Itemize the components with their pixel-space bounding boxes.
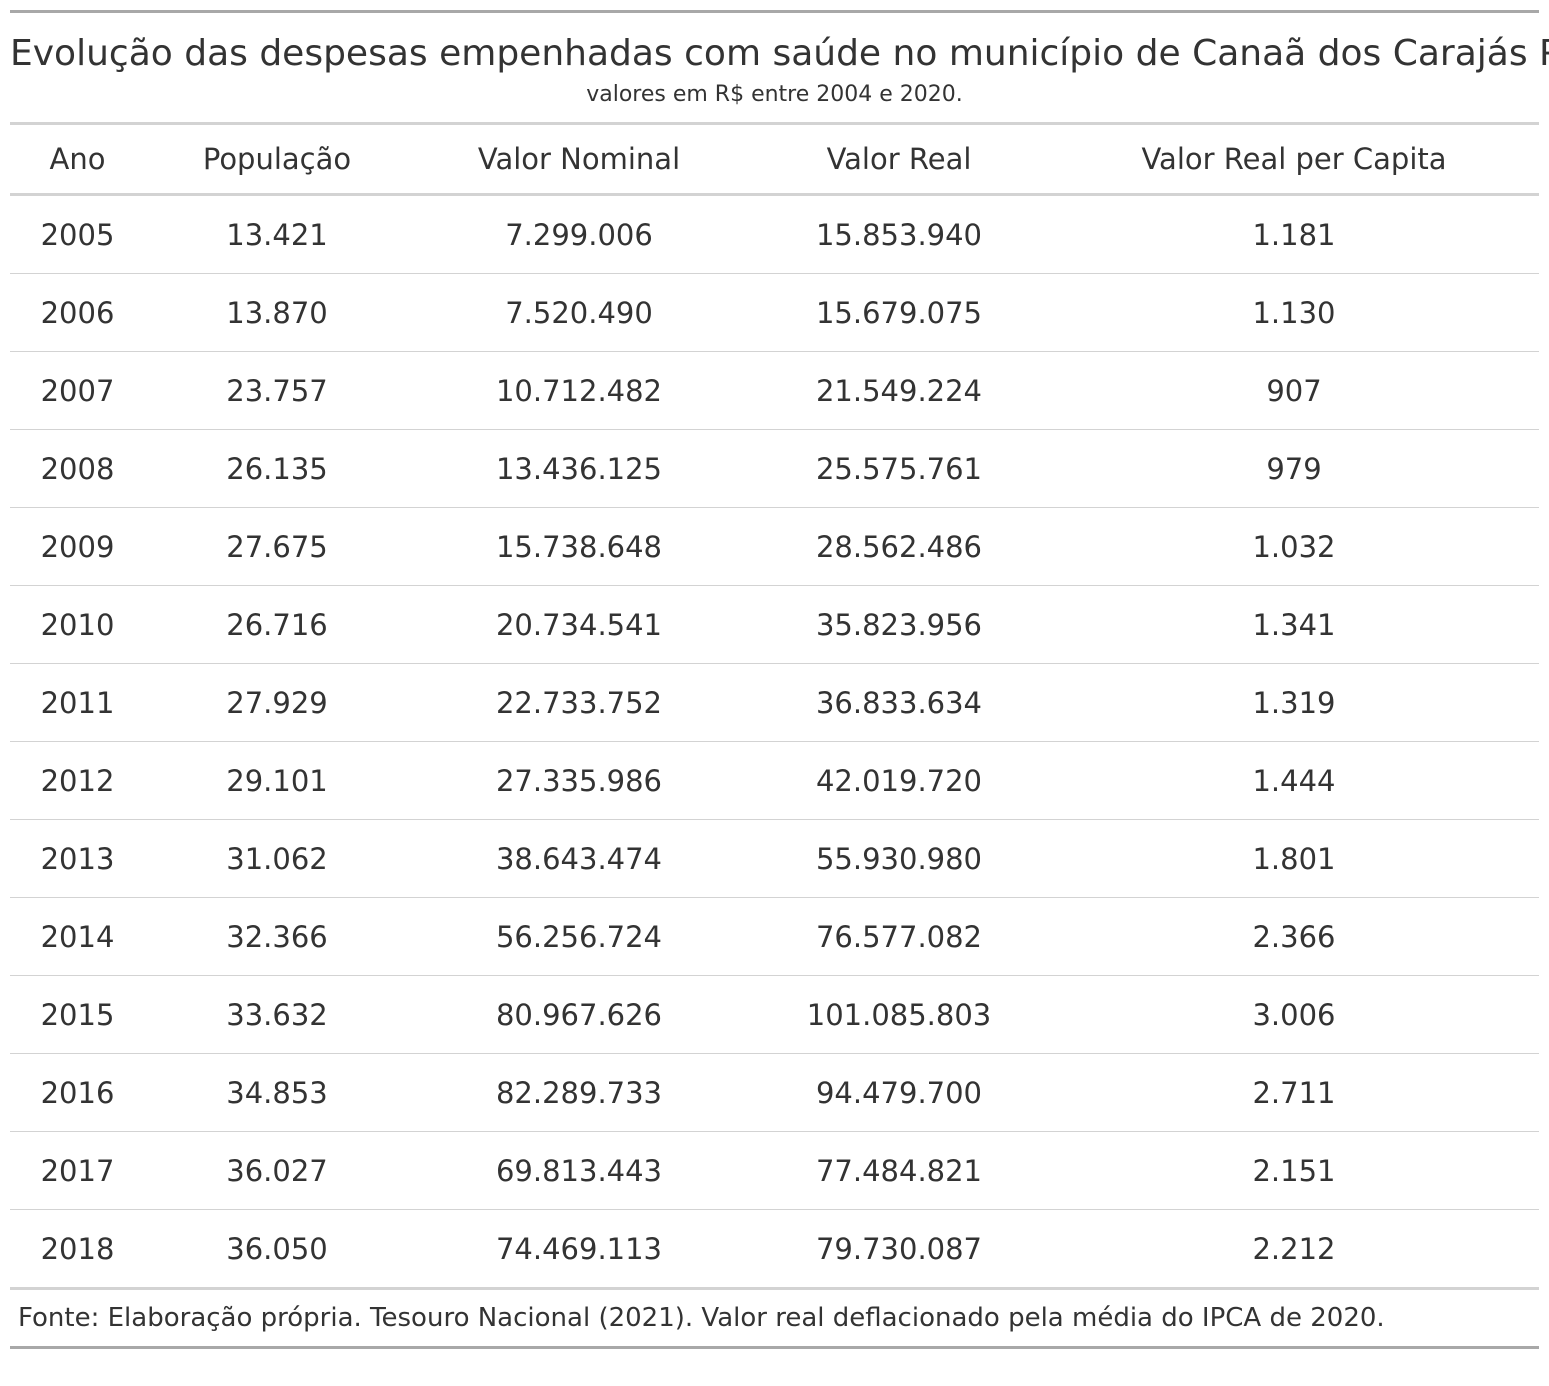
cell-populacao: 34.853 [145, 1053, 409, 1132]
cell-populacao: 36.027 [145, 1131, 409, 1210]
cell-valor-nominal: 7.520.490 [409, 273, 749, 352]
cell-ano: 2008 [10, 429, 145, 508]
cell-valor-real-per-capita: 1.181 [1252, 217, 1336, 252]
cell-valor-real-per-capita: 1.319 [1049, 663, 1539, 742]
cell-valor-nominal: 10.712.482 [409, 351, 749, 430]
table-container: Evolução das despesas empenhadas com saú… [10, 10, 1549, 1349]
table-row: 2013 31.062 38.643.474 55.930.980 1.801 [10, 819, 1539, 898]
cell-valor-nominal: 22.733.752 [409, 663, 749, 742]
header-ano: Ano [49, 142, 106, 176]
cell-ano: 2006 [10, 273, 145, 352]
cell-valor-real: 94.479.700 [749, 1053, 1049, 1132]
cell-ano: 2015 [10, 975, 145, 1054]
cell-valor-real-per-capita: 2.711 [1049, 1053, 1539, 1132]
cell-ano: 2007 [10, 351, 145, 430]
cell-populacao: 13.421 [226, 217, 328, 252]
cell-valor-real: 79.730.087 [749, 1209, 1049, 1289]
cell-valor-real: 36.833.634 [749, 663, 1049, 742]
cell-valor-real-per-capita: 2.366 [1049, 897, 1539, 976]
cell-valor-nominal: 80.967.626 [409, 975, 749, 1054]
cell-valor-nominal: 69.813.443 [409, 1131, 749, 1210]
table-body: 2005 13.421 7.299.006 15.853.940 1.181 2006 13… [10, 195, 1539, 1289]
cell-populacao: 26.716 [145, 585, 409, 664]
cell-populacao: 26.135 [145, 429, 409, 508]
table-title: Evolução das despesas empenhadas com saú… [10, 33, 1549, 74]
cell-valor-nominal: 7.299.006 [505, 217, 653, 252]
cell-ano: 2018 [10, 1209, 145, 1289]
table-row: 2005 13.421 7.299.006 15.853.940 1.181 [10, 195, 1539, 274]
cell-valor-real: 15.853.940 [815, 217, 983, 252]
table-row: 2007 23.757 10.712.482 21.549.224 907 [10, 351, 1539, 430]
cell-ano: 2013 [10, 819, 145, 898]
table-row: 2009 27.675 15.738.648 28.562.486 1.032 [10, 507, 1539, 586]
header-valor-real: Valor Real [826, 142, 972, 176]
cell-populacao: 31.062 [145, 819, 409, 898]
cell-valor-real: 28.562.486 [749, 507, 1049, 586]
header-row: Ano População Valor Nominal Valor Real V… [10, 123, 1539, 195]
cell-ano: 2016 [10, 1053, 145, 1132]
cell-populacao: 27.929 [145, 663, 409, 742]
cell-valor-nominal: 82.289.733 [409, 1053, 749, 1132]
cell-valor-nominal: 20.734.541 [409, 585, 749, 664]
cell-valor-real: 77.484.821 [749, 1131, 1049, 1210]
cell-valor-nominal: 38.643.474 [409, 819, 749, 898]
cell-valor-real-per-capita: 1.032 [1049, 507, 1539, 586]
table-header: Ano População Valor Nominal Valor Real V… [10, 123, 1539, 195]
table-row: 2012 29.101 27.335.986 42.019.720 1.444 [10, 741, 1539, 820]
cell-valor-real: 21.549.224 [749, 351, 1049, 430]
table-row: 2017 36.027 69.813.443 77.484.821 2.151 [10, 1131, 1539, 1210]
source-note: Fonte: Elaboração própria. Tesouro Nacio… [18, 1303, 1385, 1333]
cell-populacao: 13.870 [145, 273, 409, 352]
cell-valor-real-per-capita: 1.130 [1049, 273, 1539, 352]
cell-ano: 2012 [10, 741, 145, 820]
cell-ano: 2017 [10, 1131, 145, 1210]
cell-ano: 2011 [10, 663, 145, 742]
cell-valor-real-per-capita: 907 [1049, 351, 1539, 430]
table-row: 2008 26.135 13.436.125 25.575.761 979 [10, 429, 1539, 508]
cell-valor-nominal: 15.738.648 [409, 507, 749, 586]
table-subtitle: valores em R$ entre 2004 e 2020. [586, 82, 963, 107]
cell-valor-real: 55.930.980 [749, 819, 1049, 898]
cell-populacao: 27.675 [145, 507, 409, 586]
bottom-divider [10, 1346, 1539, 1349]
table-row: 2015 33.632 80.967.626 101.085.803 3.006 [10, 975, 1539, 1054]
table-row: 2014 32.366 56.256.724 76.577.082 2.366 [10, 897, 1539, 976]
cell-valor-real-per-capita: 3.006 [1049, 975, 1539, 1054]
cell-valor-real: 42.019.720 [749, 741, 1049, 820]
cell-valor-real: 25.575.761 [749, 429, 1049, 508]
table-row: 2016 34.853 82.289.733 94.479.700 2.711 [10, 1053, 1539, 1132]
cell-valor-real-per-capita: 979 [1049, 429, 1539, 508]
cell-valor-nominal: 27.335.986 [409, 741, 749, 820]
cell-valor-real-per-capita: 1.801 [1049, 819, 1539, 898]
cell-valor-nominal: 74.469.113 [409, 1209, 749, 1289]
header-valor-nominal: Valor Nominal [477, 142, 681, 176]
table-row: 2010 26.716 20.734.541 35.823.956 1.341 [10, 585, 1539, 664]
cell-populacao: 33.632 [145, 975, 409, 1054]
cell-populacao: 36.050 [145, 1209, 409, 1289]
header-populacao: População [202, 142, 352, 176]
table-row: 2018 36.050 74.469.113 79.730.087 2.212 [10, 1209, 1539, 1289]
cell-valor-real: 15.679.075 [749, 273, 1049, 352]
cell-valor-real-per-capita: 1.444 [1049, 741, 1539, 820]
cell-ano: 2005 [40, 217, 115, 252]
cell-valor-nominal: 56.256.724 [409, 897, 749, 976]
table-row: 2011 27.929 22.733.752 36.833.634 1.319 [10, 663, 1539, 742]
cell-ano: 2009 [10, 507, 145, 586]
data-table: Ano População Valor Nominal Valor Real V… [10, 122, 1539, 1290]
cell-valor-real-per-capita: 2.212 [1049, 1209, 1539, 1289]
cell-valor-real: 35.823.956 [749, 585, 1049, 664]
cell-valor-real-per-capita: 1.341 [1049, 585, 1539, 664]
top-divider [10, 10, 1539, 13]
cell-populacao: 23.757 [145, 351, 409, 430]
cell-ano: 2014 [10, 897, 145, 976]
cell-valor-real-per-capita: 2.151 [1049, 1131, 1539, 1210]
cell-valor-nominal: 13.436.125 [409, 429, 749, 508]
cell-populacao: 32.366 [145, 897, 409, 976]
cell-valor-real: 101.085.803 [749, 975, 1049, 1054]
header-valor-real-per-capita: Valor Real per Capita [1141, 142, 1447, 176]
cell-populacao: 29.101 [145, 741, 409, 820]
table-row: 2006 13.870 7.520.490 15.679.075 1.130 [10, 273, 1539, 352]
cell-valor-real: 76.577.082 [749, 897, 1049, 976]
cell-ano: 2010 [10, 585, 145, 664]
